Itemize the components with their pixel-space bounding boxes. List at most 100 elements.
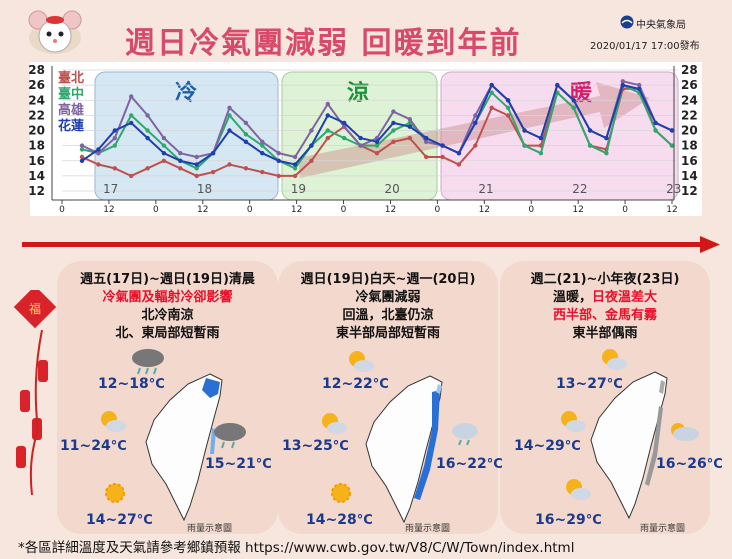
sun-cloud-icon-4	[602, 349, 627, 370]
data-point	[538, 151, 544, 156]
day-label: 22	[572, 182, 587, 196]
data-point	[243, 132, 249, 137]
data-point	[210, 169, 216, 175]
panel-3-date: 週二(21)~小年夜(23日)	[530, 272, 680, 287]
svg-text:福: 福	[29, 301, 41, 316]
data-point	[604, 135, 609, 141]
data-point	[325, 113, 330, 118]
data-point	[473, 113, 478, 118]
data-point	[210, 151, 216, 156]
panel-1-condition: 北冷南涼	[141, 308, 194, 323]
data-point	[145, 166, 150, 171]
data-point	[374, 139, 380, 144]
data-point	[489, 82, 494, 88]
data-point	[79, 154, 85, 160]
data-point	[456, 151, 462, 156]
x-tick-label: 12	[197, 205, 208, 215]
data-point	[669, 143, 675, 148]
panel-1-rain: 北、東局部短暫雨	[115, 326, 220, 341]
data-point	[505, 98, 511, 103]
y-tick-left: 24	[28, 93, 45, 107]
data-point	[161, 151, 167, 156]
sun-cloud-icon-5	[561, 411, 586, 432]
data-point	[276, 173, 281, 179]
data-point	[571, 98, 576, 103]
legend-3: 高雄	[58, 102, 84, 118]
x-tick-label: 12	[479, 205, 490, 215]
map-1-label: 雨量示意圖	[187, 524, 233, 534]
data-point	[194, 173, 199, 179]
data-point	[309, 128, 314, 133]
data-point	[309, 143, 314, 148]
panel-3-fog: 西半部、金馬有霧	[552, 308, 657, 323]
data-point	[505, 113, 511, 118]
data-point	[391, 128, 396, 133]
x-tick-label: 12	[572, 205, 583, 215]
data-point	[587, 143, 593, 148]
panel-3-cause: 溫暖，日夜溫差大	[552, 290, 658, 305]
data-point	[112, 128, 118, 133]
cloud-rain-icon	[132, 349, 164, 375]
data-point	[112, 143, 118, 148]
data-point	[292, 166, 298, 171]
data-point	[145, 113, 150, 118]
sun-cloud-icon-6	[566, 479, 591, 500]
data-point	[194, 166, 199, 171]
data-point	[571, 105, 576, 111]
y-tick-right: 24	[681, 93, 698, 107]
data-point	[325, 135, 330, 141]
temp-p2-east: 16~22°C	[436, 456, 503, 472]
timeline-arrow-icon	[22, 236, 720, 253]
data-point	[440, 143, 445, 148]
panel-2-rain: 東半部局部短暫雨	[335, 326, 440, 341]
y-tick-right: 26	[681, 78, 698, 92]
data-point	[522, 128, 527, 133]
data-point	[178, 166, 183, 171]
x-tick-label: 12	[103, 205, 114, 215]
temp-p2-central: 13~25°C	[282, 438, 349, 454]
data-point	[620, 79, 625, 84]
temp-p3-central: 14~29°C	[514, 438, 581, 454]
data-point	[309, 158, 314, 163]
panel-1-date: 週五(17日)~週日(19日)清晨	[80, 272, 255, 287]
data-point	[79, 158, 85, 163]
y-tick-left: 22	[28, 108, 45, 122]
data-point	[325, 128, 330, 133]
panel-2-date: 週日(19日)白天~週一(20日)	[300, 272, 476, 287]
panel-2-condition: 回溫，北臺仍涼	[342, 308, 434, 323]
sun-icon-2	[331, 483, 351, 503]
data-point	[227, 113, 232, 118]
temp-p3-east: 16~26°C	[656, 456, 723, 472]
data-point	[260, 151, 265, 156]
data-point	[358, 135, 363, 141]
y-tick-left: 16	[28, 154, 45, 168]
data-point	[178, 158, 183, 163]
day-label: 20	[385, 182, 400, 196]
warming-trend-arrow	[298, 82, 650, 178]
y-tick-right: 20	[681, 124, 698, 138]
data-point	[391, 120, 396, 126]
data-point	[604, 151, 609, 156]
data-point	[129, 94, 134, 99]
data-point	[260, 139, 265, 144]
data-point	[194, 154, 199, 160]
data-point	[194, 162, 199, 167]
taiwan-map-2	[365, 375, 443, 524]
panel-2-cause: 冷氣團減弱	[355, 290, 421, 305]
x-tick-label: 0	[153, 205, 159, 215]
y-tick-left: 12	[28, 184, 45, 198]
day-label: 17	[103, 182, 118, 196]
mascot-icon	[28, 10, 82, 54]
data-point	[96, 162, 101, 167]
data-point	[129, 173, 134, 179]
cloud-rain-icon-3	[452, 423, 478, 446]
x-tick-label: 12	[291, 205, 302, 215]
temp-p3-south: 16~29°C	[535, 512, 602, 528]
data-point	[489, 105, 494, 111]
panel-period-1: 週五(17日)~週日(19日)清晨 冷氣團及輻射冷卻影響 北冷南涼 北、東局部短…	[57, 261, 278, 534]
temp-p2-south: 14~28°C	[306, 512, 373, 528]
data-point	[79, 147, 85, 152]
data-point	[342, 135, 347, 141]
y-tick-right: 18	[681, 139, 698, 153]
data-point	[653, 128, 658, 133]
